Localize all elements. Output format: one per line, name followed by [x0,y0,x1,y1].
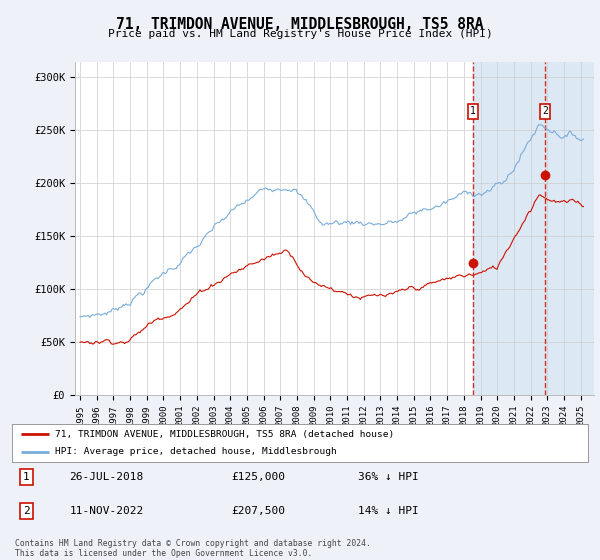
Text: £125,000: £125,000 [231,472,285,482]
Text: 26-JUL-2018: 26-JUL-2018 [70,472,144,482]
Text: 14% ↓ HPI: 14% ↓ HPI [358,506,418,516]
Text: 1: 1 [470,106,476,116]
Bar [473,62,600,395]
Text: HPI: Average price, detached house, Middlesbrough: HPI: Average price, detached house, Midd… [55,447,337,456]
Text: Contains HM Land Registry data © Crown copyright and database right 2024.
This d: Contains HM Land Registry data © Crown c… [15,539,371,558]
Text: 36% ↓ HPI: 36% ↓ HPI [358,472,418,482]
Text: 1: 1 [23,472,30,482]
Text: 2: 2 [542,106,548,116]
Text: 11-NOV-2022: 11-NOV-2022 [70,506,144,516]
Text: £207,500: £207,500 [231,506,285,516]
Text: 71, TRIMDON AVENUE, MIDDLESBROUGH, TS5 8RA: 71, TRIMDON AVENUE, MIDDLESBROUGH, TS5 8… [116,17,484,32]
Text: Price paid vs. HM Land Registry's House Price Index (HPI): Price paid vs. HM Land Registry's House … [107,29,493,39]
Text: 71, TRIMDON AVENUE, MIDDLESBROUGH, TS5 8RA (detached house): 71, TRIMDON AVENUE, MIDDLESBROUGH, TS5 8… [55,430,394,438]
Text: 2: 2 [23,506,30,516]
